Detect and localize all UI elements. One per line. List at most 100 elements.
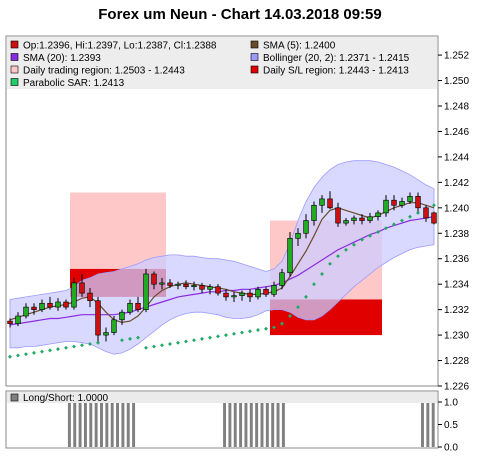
longshort-bar-49 [271,402,275,447]
legend-label-6: Parabolic SAR: 1.2413 [23,78,125,89]
longshort-legend-label: Long/Short: 1.0000 [23,393,109,404]
longshort-bar-16 [94,402,98,447]
candle-body-26 [215,286,221,294]
candle-body-8 [71,282,77,308]
chart-title: Forex um Neun - Chart 14.03.2018 09:59 [98,6,381,23]
candle-body-19 [159,282,165,285]
legend-label-0: Op:1.2396, Hi:1.2397, Lo:1.2387, Cl:1.23… [23,41,217,52]
candle-body-16 [135,302,141,310]
legend-swatch-0 [10,40,19,49]
longshort-bar-14 [83,402,87,447]
longshort-bar-15 [89,402,93,447]
sar-point-21 [176,340,180,345]
candle-body-37 [303,220,309,234]
candle-body-25 [207,286,213,290]
price-ytick-label-8: 1.242 [444,178,469,189]
candle-body-14 [119,311,125,321]
candle-body-31 [255,288,261,298]
longshort-bar-77 [421,402,424,447]
sar-point-50 [408,214,412,219]
candle-body-2 [23,306,29,317]
candle-body-43 [351,217,357,221]
candle-body-22 [183,283,189,288]
legend-box [7,37,437,89]
candle-body-34 [279,272,285,286]
candle-body-21 [175,283,181,286]
candle-body-17 [143,273,149,310]
longshort-ytick-label-1: 0.5 [444,420,458,431]
longshort-bar-43 [239,402,243,447]
sar-point-44 [360,237,364,242]
candle-body-52 [423,207,429,219]
price-ytick-label-2: 1.230 [444,331,469,342]
candle-body-4 [39,302,45,310]
sar-point-26 [216,334,220,339]
legend-swatch-2 [10,53,19,61]
longshort-bar-12 [73,402,77,447]
longshort-bar-21 [121,402,125,447]
candle-body-0 [7,320,13,324]
longshort-bar-17 [100,402,103,447]
price-ytick-label-13: 1.252 [444,51,469,62]
candle-body-53 [431,212,437,224]
candle-body-44 [359,217,365,221]
candle-body-5 [47,302,53,308]
longshort-bar-44 [244,402,248,447]
longshort-bar-78 [426,402,430,447]
legend-label-5: Daily S/L region: 1.2443 - 1.2413 [263,66,409,77]
sar-point-15 [128,336,132,341]
candle-body-7 [63,301,69,308]
trading-region-0 [70,192,166,269]
sar-point-24 [200,336,204,341]
candle-body-47 [383,199,389,214]
candle-body-9 [79,282,85,294]
candle-body-32 [263,288,269,295]
candle-body-50 [407,196,413,202]
longshort-bar-47 [260,402,264,447]
longshort-bar-40 [223,402,227,447]
candle-body-3 [31,306,37,310]
longshort-legend-swatch [10,393,19,402]
sar-point-43 [352,242,356,247]
candle-body-11 [95,300,101,336]
sar-point-22 [184,339,188,344]
price-ytick-label-12: 1.250 [444,76,469,87]
candle-body-33 [271,285,277,295]
candle-body-38 [311,204,317,221]
candle-body-27 [223,292,229,298]
sar-point-25 [208,335,212,340]
sma5-line [9,202,435,324]
sar-point-16 [136,335,140,340]
longshort-ytick-label-0: 0.0 [444,443,458,454]
longshort-legend-box [7,392,437,403]
longshort-bar-11 [67,402,71,447]
candle-body-40 [327,198,333,209]
price-ytick-label-0: 1.226 [444,382,469,393]
sar-point-5 [48,348,52,353]
sar-point-23 [192,338,196,343]
legend-swatch-3 [250,53,259,61]
longshort-bar-50 [276,402,280,447]
longshort-bar-13 [78,402,82,447]
legend-swatch-1 [250,40,259,49]
price-ytick-label-7: 1.240 [444,203,469,214]
candle-body-12 [103,332,109,336]
price-ytick-label-1: 1.228 [444,356,469,367]
price-ytick-label-6: 1.238 [444,229,469,240]
price-ytick-label-9: 1.244 [444,152,469,163]
candle-body-39 [319,198,325,206]
candle-body-13 [111,319,117,333]
candle-body-28 [231,295,237,298]
legend-swatch-6 [10,78,19,86]
longshort-bar-45 [249,402,253,447]
candle-body-18 [151,273,157,285]
legend-label-2: SMA (20): 1.2393 [23,53,101,64]
legend-swatch-4 [10,65,19,74]
sar-point-18 [152,344,156,349]
price-ytick-label-5: 1.236 [444,254,469,265]
legend-label-3: Bollinger (20, 2): 1.2371 - 1.2415 [263,53,410,64]
price-ytick-label-4: 1.234 [444,280,469,291]
candle-body-10 [87,292,93,302]
